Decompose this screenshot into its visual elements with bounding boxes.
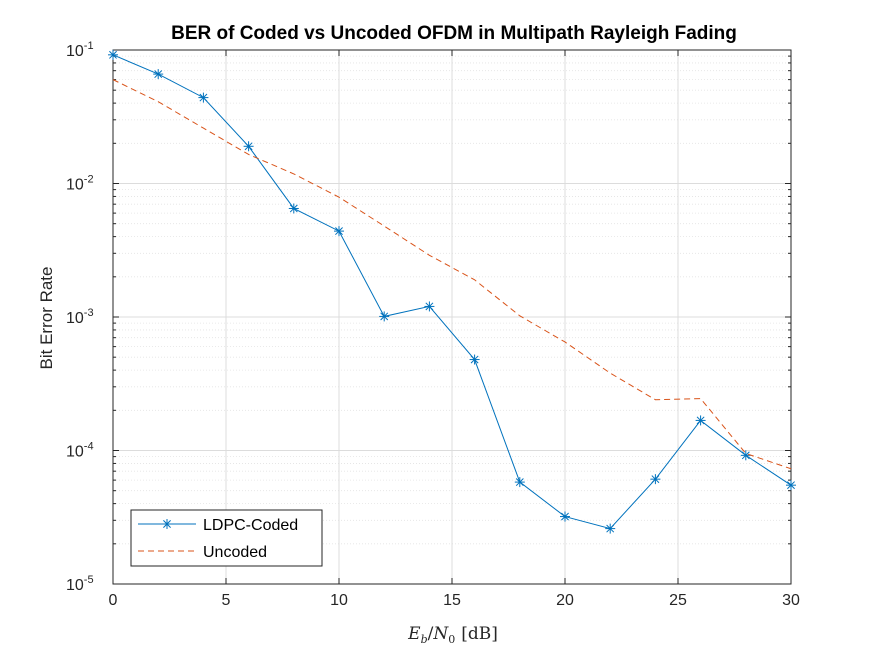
x-tick-label: 0: [109, 592, 118, 609]
x-axis-label-b: b: [421, 633, 428, 646]
data-point-ldpc-coded: [288, 203, 299, 214]
tick-marks: [112, 49, 792, 585]
data-point-ldpc-coded: [153, 69, 164, 80]
legend-box: [130, 509, 323, 567]
y-tick-label: 10-1: [66, 40, 94, 60]
y-tick-labels: 10-110-210-310-410-5: [66, 40, 94, 594]
data-point-ldpc-coded: [243, 141, 254, 152]
y-tick-label-exponent: -5: [84, 574, 94, 586]
series-uncoded: [112, 79, 792, 470]
x-axis-label-n: N: [432, 624, 449, 644]
x-axis-label-slash: /: [428, 624, 434, 644]
legend-label-ldpc-coded: LDPC-Coded: [203, 517, 298, 534]
series-line-ldpc-coded: [112, 54, 792, 530]
y-tick-label-base: 10: [66, 43, 84, 60]
series-line-uncoded: [112, 79, 792, 470]
x-tick-labels: 0 5 10 15 20 25 30: [109, 592, 800, 609]
x-axis-label: Eb/N0 [dB]: [407, 624, 498, 646]
y-tick-label: 10-4: [66, 441, 94, 461]
chart-title: BER of Coded vs Uncoded OFDM in Multipat…: [171, 23, 737, 44]
grid: [113, 50, 791, 584]
data-point-ldpc-coded: [334, 226, 344, 237]
y-tick-label: 10-3: [66, 307, 94, 327]
y-tick-label-exponent: -2: [84, 174, 94, 186]
y-axis-label: Bit Error Rate: [37, 267, 56, 370]
x-axis-label-zero: 0: [448, 633, 455, 646]
y-tick-label-base: 10: [66, 310, 84, 327]
x-tick-label: 25: [669, 592, 687, 609]
legend: LDPC-Coded Uncoded: [130, 509, 323, 567]
x-axis-label-e: E: [407, 624, 421, 644]
y-tick-label: 10-5: [66, 574, 94, 594]
legend-marker-ldpc-coded: [162, 519, 172, 529]
data-point-ldpc-coded: [695, 415, 706, 426]
y-tick-label-base: 10: [66, 444, 84, 461]
data-point-ldpc-coded: [469, 354, 480, 365]
x-tick-label: 5: [222, 592, 231, 609]
x-tick-label: 20: [556, 592, 574, 609]
legend-asterisk-icon: [162, 519, 172, 529]
data-point-ldpc-coded: [108, 49, 118, 60]
data-point-ldpc-coded: [605, 523, 616, 534]
data-point-ldpc-coded: [740, 450, 751, 461]
data-point-ldpc-coded: [514, 477, 525, 488]
data-point-ldpc-coded: [379, 311, 390, 322]
y-tick-label-exponent: -3: [84, 307, 94, 319]
y-tick-label-base: 10: [66, 177, 84, 194]
series-ldpc-coded: [108, 49, 796, 534]
y-tick-label-exponent: -1: [84, 40, 94, 52]
y-tick-label-exponent: -4: [84, 441, 94, 453]
series-layer: [108, 49, 796, 534]
x-tick-label: 15: [443, 592, 461, 609]
data-point-ldpc-coded: [424, 301, 435, 312]
data-point-ldpc-coded: [650, 474, 661, 485]
data-point-ldpc-coded: [198, 92, 209, 103]
x-tick-label: 30: [782, 592, 800, 609]
legend-label-uncoded: Uncoded: [203, 544, 267, 561]
y-tick-label-base: 10: [66, 577, 84, 594]
x-axis-label-unit: [dB]: [461, 624, 498, 644]
data-point-ldpc-coded: [560, 511, 570, 522]
data-point-ldpc-coded: [786, 480, 796, 491]
y-tick-label: 10-2: [66, 174, 94, 194]
x-tick-label: 10: [330, 592, 348, 609]
